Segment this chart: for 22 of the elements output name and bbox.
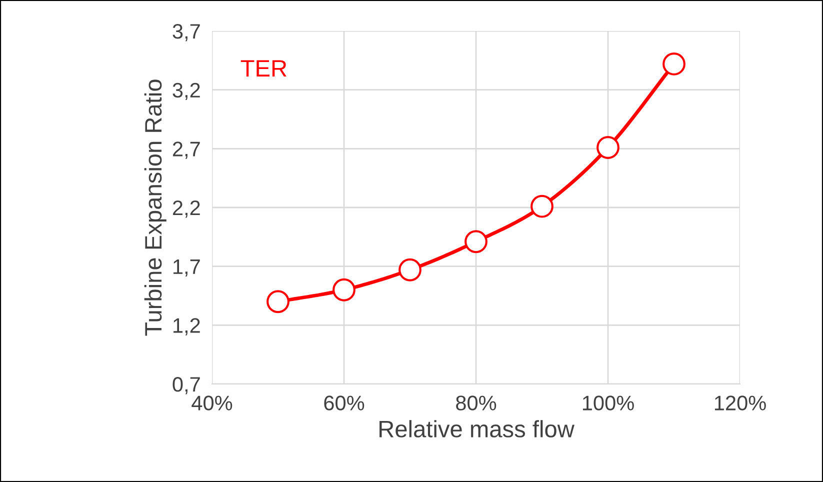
- y-tick-label: 1,2: [174, 318, 200, 336]
- point: [332, 278, 356, 302]
- x-tick-label: 100%: [582, 396, 634, 410]
- point: [530, 194, 554, 218]
- text: TER: [240, 60, 286, 76]
- point: [398, 258, 422, 282]
- x-axis-title: Relative mass flow: [380, 420, 574, 438]
- x-tick-label: 80%: [456, 396, 496, 410]
- x-tick-label: 40%: [192, 396, 232, 410]
- y-tick-label: 2,7: [172, 142, 200, 159]
- point: [464, 230, 488, 254]
- y-tick-label: 3,7: [172, 24, 200, 42]
- y-tick-label: 0,7: [172, 377, 200, 394]
- y-tick-label: 2,2: [172, 200, 200, 218]
- x-tick-label: 120%: [714, 396, 766, 410]
- y-tick-label: 3,2: [172, 82, 200, 100]
- point: [596, 136, 620, 159]
- y-tick-label: 1,7: [174, 260, 200, 277]
- y-axis-title: Turbine Expansion Ratio: [144, 80, 166, 336]
- point: [662, 52, 686, 76]
- x-tick-label: 60%: [324, 396, 364, 410]
- point: [266, 290, 290, 314]
